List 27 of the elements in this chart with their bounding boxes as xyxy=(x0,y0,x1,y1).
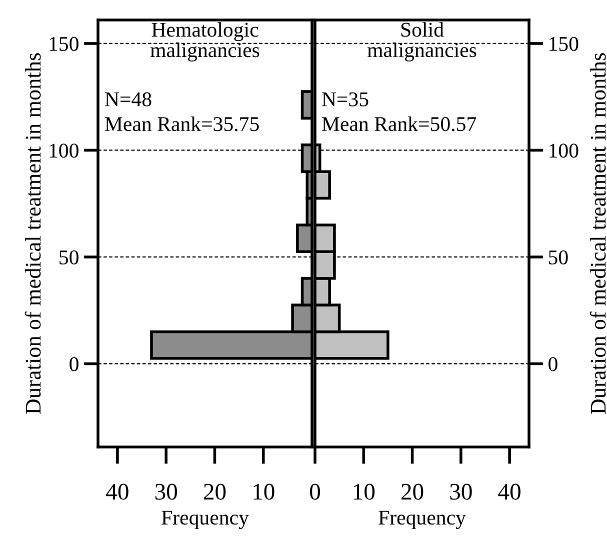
annotation: N=48 xyxy=(105,92,152,106)
y-tick-label: 100 xyxy=(550,144,578,158)
annotation: Mean Rank=50.57 xyxy=(322,116,476,132)
x-axis-title: Frequency xyxy=(378,510,466,529)
text: Solid malignancies xyxy=(367,22,476,62)
y-tick-label: 0 xyxy=(70,357,78,372)
x-tick-label: 40 xyxy=(106,484,128,500)
text: Hematologic malignancies xyxy=(150,22,260,62)
x-tick-label: 40 xyxy=(498,484,520,500)
annotation: Mean Rank=35.75 xyxy=(105,116,259,132)
x-tick-label: 20 xyxy=(402,484,424,500)
y-tick-label: 150 xyxy=(550,36,578,51)
y-tick-label: 100 xyxy=(50,144,78,158)
x-tick-label: 10 xyxy=(354,484,375,500)
y-tick-label: 0 xyxy=(548,357,558,372)
x-tick-label: 20 xyxy=(204,484,226,500)
y-axis-title: Duration of medical treatment in months xyxy=(590,53,606,414)
y-tick-label: 50 xyxy=(60,250,78,264)
x-tick-label: 0 xyxy=(310,484,320,500)
x-tick-label: 30 xyxy=(450,484,472,500)
y-axis-title: Duration of medical treatment in months xyxy=(24,53,41,414)
y-tick-label: 50 xyxy=(548,250,568,264)
y-tick-label: 150 xyxy=(50,36,78,51)
x-tick-label: 10 xyxy=(254,484,274,500)
annotation: N=35 xyxy=(322,92,368,106)
x-axis-title: Frequency xyxy=(162,510,249,529)
x-tick-label: 30 xyxy=(155,484,177,500)
